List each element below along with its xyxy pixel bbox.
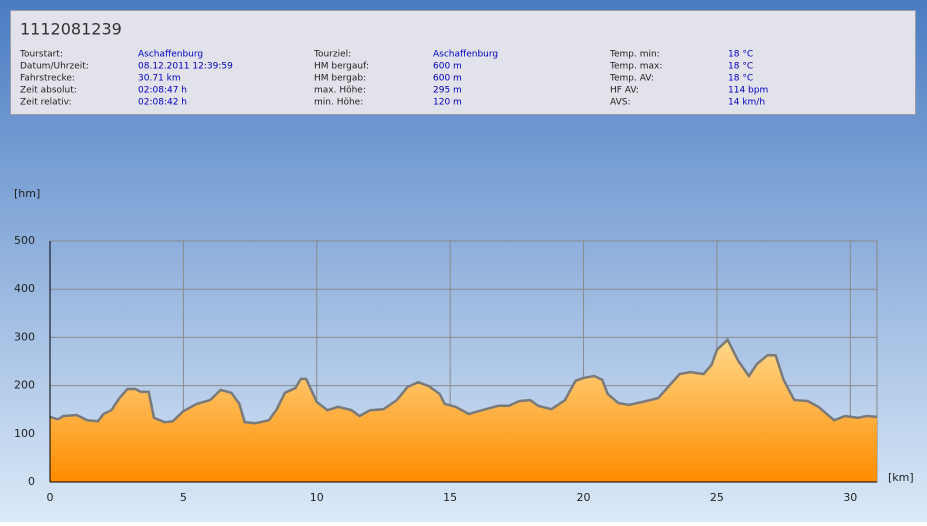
tour-title: 1112081239	[20, 20, 122, 39]
info-value: 18 °C	[728, 50, 753, 60]
x-axis-label: [km]	[888, 471, 914, 484]
x-tick-label: 5	[180, 491, 187, 504]
info-label: Temp. max:	[609, 62, 662, 72]
x-tick-label: 25	[710, 491, 724, 504]
info-label: max. Höhe:	[314, 86, 366, 96]
y-axis-label: [hm]	[14, 187, 40, 200]
info-label: Temp. min:	[609, 50, 660, 60]
x-tick-label: 30	[843, 491, 857, 504]
y-tick-label: 100	[14, 427, 35, 440]
info-label: AVS:	[610, 98, 630, 108]
x-tick-label: 20	[577, 491, 591, 504]
info-label: HM bergauf:	[314, 62, 369, 72]
y-tick-label: 0	[28, 475, 35, 488]
info-panel	[10, 10, 916, 115]
info-value: 114 bpm	[728, 86, 768, 96]
info-value: Aschaffenburg	[138, 50, 203, 60]
info-label: Zeit absolut:	[20, 86, 77, 96]
info-label: Datum/Uhrzeit:	[20, 62, 89, 72]
info-value: Aschaffenburg	[433, 50, 498, 60]
info-label: HM bergab:	[314, 74, 366, 84]
info-value: 30.71 km	[138, 74, 181, 84]
info-value: 600 m	[433, 62, 462, 72]
y-tick-label: 400	[14, 282, 35, 295]
info-label: Tourstart:	[19, 50, 63, 60]
info-value: 14 km/h	[728, 98, 765, 108]
x-tick-label: 0	[47, 491, 54, 504]
y-tick-label: 200	[14, 379, 35, 392]
info-label: min. Höhe:	[314, 98, 363, 108]
x-tick-label: 10	[310, 491, 324, 504]
info-value: 02:08:42 h	[138, 98, 187, 108]
info-value: 02:08:47 h	[138, 86, 187, 96]
info-label: Fahrstrecke:	[20, 74, 75, 84]
info-label: Zeit relativ:	[20, 98, 72, 108]
elevation-area	[50, 339, 877, 482]
x-tick-label: 15	[443, 491, 457, 504]
info-label: HF AV:	[610, 86, 639, 96]
y-tick-label: 300	[14, 330, 35, 343]
elevation-line	[49, 337, 878, 425]
info-value: 18 °C	[728, 62, 753, 72]
info-label: Temp. AV:	[609, 74, 654, 84]
info-value: 18 °C	[728, 74, 753, 84]
info-value: 295 m	[433, 86, 462, 96]
info-value: 120 m	[433, 98, 462, 108]
info-label: Tourziel:	[313, 50, 351, 60]
y-tick-label: 500	[14, 234, 35, 247]
info-value: 600 m	[433, 74, 462, 84]
info-value: 08.12.2011 12:39:59	[138, 62, 233, 72]
